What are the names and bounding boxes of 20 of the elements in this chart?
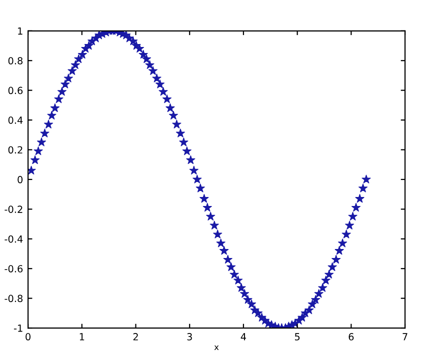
y-tick-label: -1 [14,324,22,332]
y-tick-label: -0.8 [4,294,23,302]
x-tick-label: 4 [240,333,246,340]
y-tick-label: -0.2 [4,206,22,213]
x-tick-label: 2 [133,333,138,340]
x-tick-label: 0 [26,333,30,340]
y-tick-label: 0.2 [8,146,22,154]
y-tick-label: 1 [18,27,22,35]
y-tick-label: -0.6 [4,265,23,272]
y-tick-label: 0.6 [8,86,23,94]
x-tick-label: 3 [187,333,192,340]
y-tick-label: 0.4 [8,116,23,124]
y-tick-label: -0.4 [4,235,23,243]
x-tick-label: 5 [294,333,300,340]
x-tick-label: 6 [348,333,354,340]
x-tick-label: 7 [402,333,408,340]
x-axis-title: x [214,345,219,350]
y-tick-label: 0.8 [8,57,23,64]
x-tick-label: 1 [80,333,84,340]
y-tick-label: 0 [18,176,23,184]
